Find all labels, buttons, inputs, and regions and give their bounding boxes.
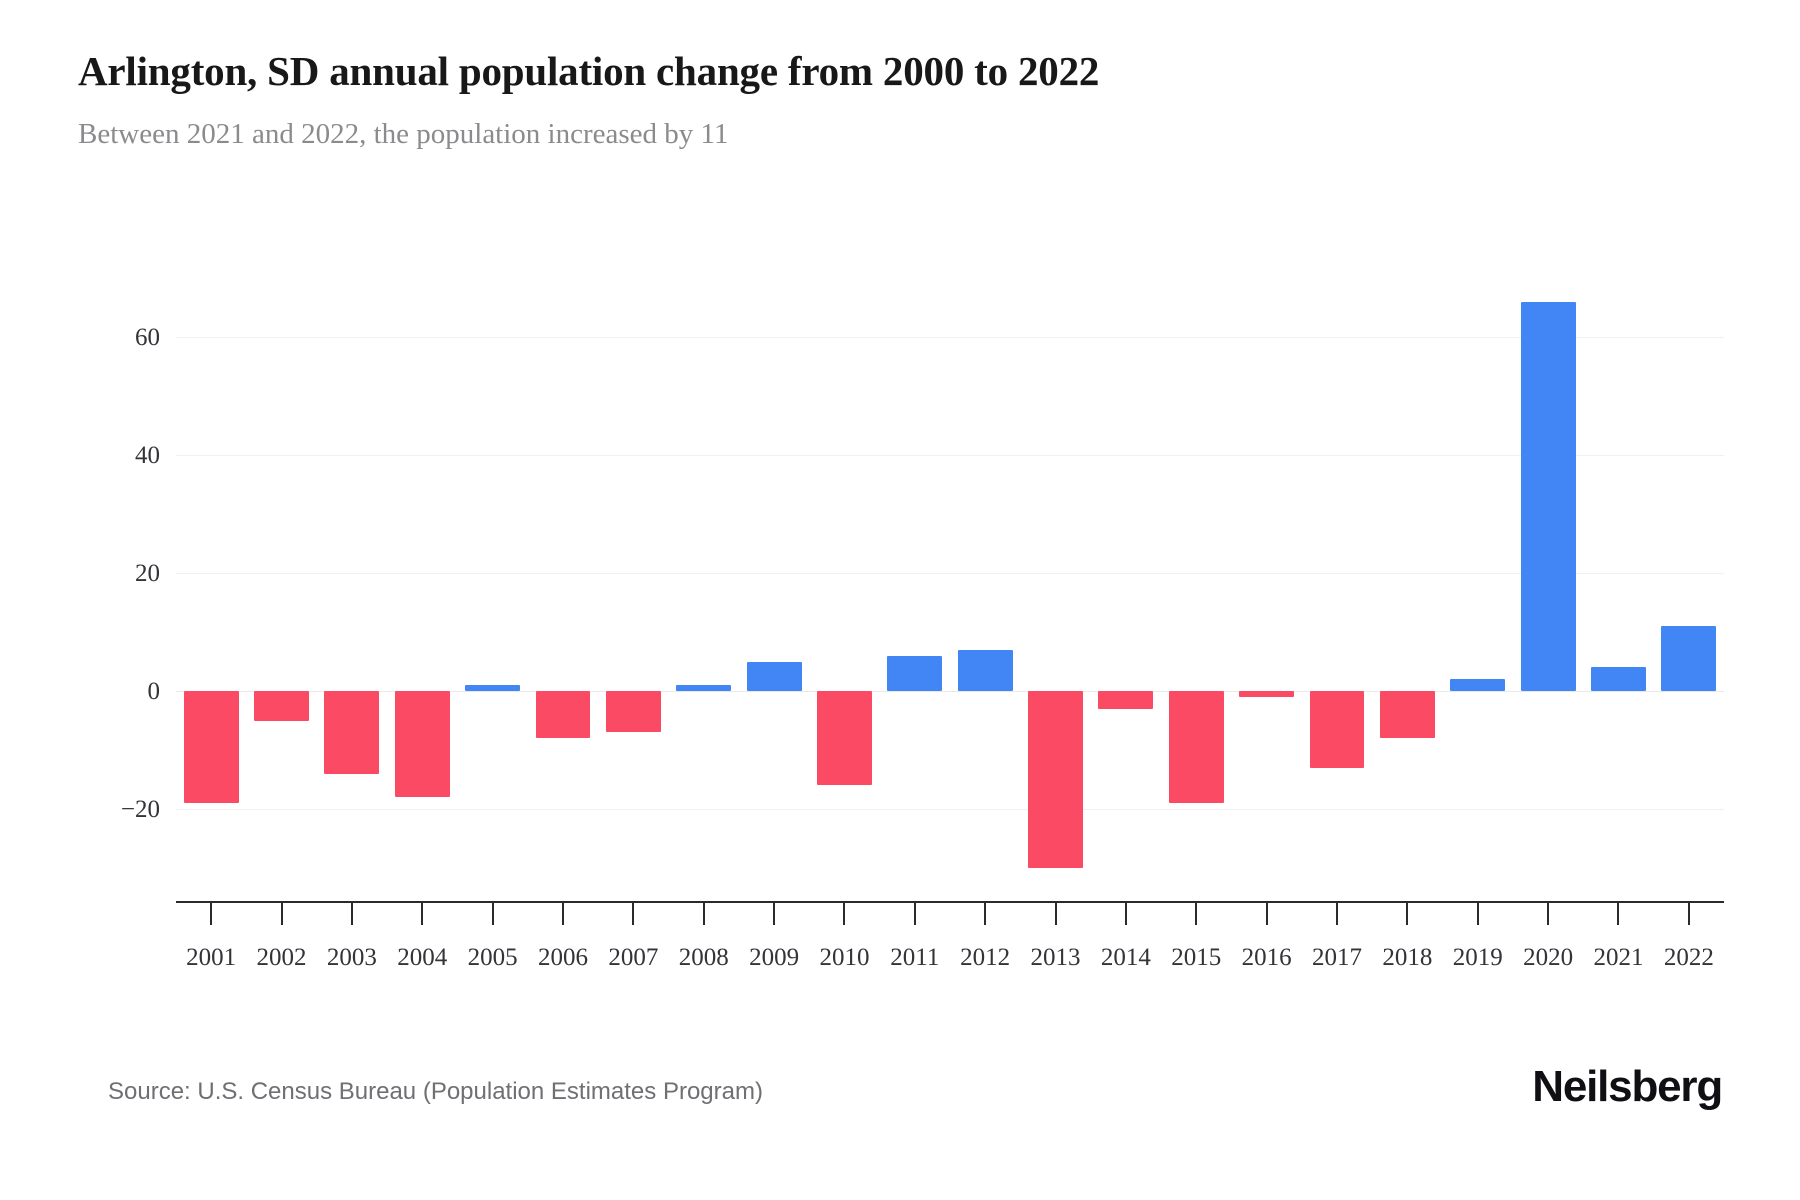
x-axis-tick [1054, 903, 1057, 925]
bar-2017[interactable] [1309, 691, 1365, 768]
source-note: Source: U.S. Census Bureau (Population E… [108, 1078, 763, 1105]
bar-2016[interactable] [1239, 691, 1295, 697]
bar-2002[interactable] [254, 691, 309, 721]
x-axis-tick-label-2001: 2001 [186, 944, 237, 971]
x-axis-tick-label-2006: 2006 [538, 944, 588, 971]
x-axis-tick-label-2005: 2005 [467, 944, 518, 971]
bar-2014[interactable] [1098, 691, 1154, 709]
y-axis-tick-label: 0 [147, 678, 161, 705]
x-axis-tick [632, 903, 635, 925]
bar-2015[interactable] [1168, 691, 1224, 804]
gridline [176, 573, 1724, 574]
x-axis-tick-label-2002: 2002 [256, 944, 307, 971]
brand-logo: Neilsberg [1532, 1062, 1723, 1111]
bar-2009[interactable] [746, 661, 802, 691]
bar-2003[interactable] [324, 691, 380, 774]
x-axis-tick-label-2008: 2008 [678, 944, 729, 971]
x-axis-tick-label-2015: 2015 [1171, 944, 1222, 971]
bar-2012[interactable] [957, 649, 1013, 691]
bar-2007[interactable] [605, 691, 661, 733]
x-axis-tick [984, 903, 987, 925]
bar-2018[interactable] [1379, 691, 1435, 739]
x-axis-tick-label-2018: 2018 [1382, 944, 1433, 971]
y-axis-tick-label: 40 [135, 442, 160, 469]
x-axis-tick [350, 903, 353, 925]
bar-2005[interactable] [465, 685, 521, 691]
bar-2011[interactable] [887, 655, 943, 691]
x-axis-tick [491, 903, 494, 925]
bar-2004[interactable] [394, 691, 450, 798]
y-axis-tick-label: 60 [135, 324, 160, 351]
x-axis-tick-label-2009: 2009 [749, 944, 800, 971]
x-axis-tick [773, 903, 776, 925]
chart-subtitle: Between 2021 and 2022, the population in… [78, 118, 729, 151]
x-axis-tick-label-2004: 2004 [397, 944, 448, 971]
x-axis-tick [702, 903, 705, 925]
x-axis-tick-label-2012: 2012 [960, 944, 1011, 971]
gridline [176, 455, 1724, 456]
x-axis-tick-label-2003: 2003 [326, 944, 377, 971]
x-axis-tick [1476, 903, 1479, 925]
x-axis-tick [1265, 903, 1268, 925]
zero-baseline [176, 691, 1724, 692]
y-axis-tick-label: 20 [135, 560, 160, 587]
x-axis-tick-label-2010: 2010 [819, 944, 870, 971]
page-title: Arlington, SD annual population change f… [78, 48, 1100, 94]
x-axis-tick-label-2021: 2021 [1593, 944, 1644, 971]
bar-2022[interactable] [1661, 626, 1717, 691]
x-axis-tick-label-2014: 2014 [1100, 944, 1151, 971]
x-axis-tick [1195, 903, 1198, 925]
x-axis-tick [1124, 903, 1127, 925]
x-axis-tick [210, 903, 213, 925]
x-axis-tick-label-2016: 2016 [1241, 944, 1292, 971]
x-axis-line [176, 901, 1724, 903]
x-axis-tick-label-2022: 2022 [1663, 944, 1714, 971]
x-axis-tick-label-2011: 2011 [890, 944, 940, 971]
bar-2001[interactable] [183, 691, 239, 804]
gridline [176, 337, 1724, 338]
x-axis-tick [1406, 903, 1409, 925]
x-axis-tick [1687, 903, 1690, 925]
gridline [176, 809, 1724, 810]
x-axis-tick-label-2019: 2019 [1452, 944, 1503, 971]
chart-header: Arlington, SD annual population change f… [78, 48, 1718, 152]
x-axis-tick [913, 903, 916, 925]
x-axis-tick [280, 903, 283, 925]
bar-2021[interactable] [1591, 667, 1646, 691]
x-axis-tick-label-2020: 2020 [1523, 944, 1574, 971]
bar-2006[interactable] [535, 691, 591, 739]
y-axis-tick-label: −20 [120, 796, 160, 823]
bar-2008[interactable] [676, 685, 732, 691]
bar-2010[interactable] [817, 691, 872, 786]
x-axis-tick [1336, 903, 1338, 925]
x-axis-tick-label-2013: 2013 [1030, 944, 1081, 971]
x-axis-tick-label-2017: 2017 [1312, 944, 1362, 971]
x-axis-tick [1617, 903, 1620, 925]
bar-2020[interactable] [1520, 301, 1576, 691]
bar-2019[interactable] [1450, 679, 1506, 691]
x-axis-tick [843, 903, 846, 925]
x-axis-tick [1547, 903, 1550, 925]
x-axis-tick [562, 903, 564, 925]
bar-2013[interactable] [1028, 691, 1083, 868]
x-axis-tick-label-2007: 2007 [608, 944, 659, 971]
x-axis-tick [421, 903, 424, 925]
